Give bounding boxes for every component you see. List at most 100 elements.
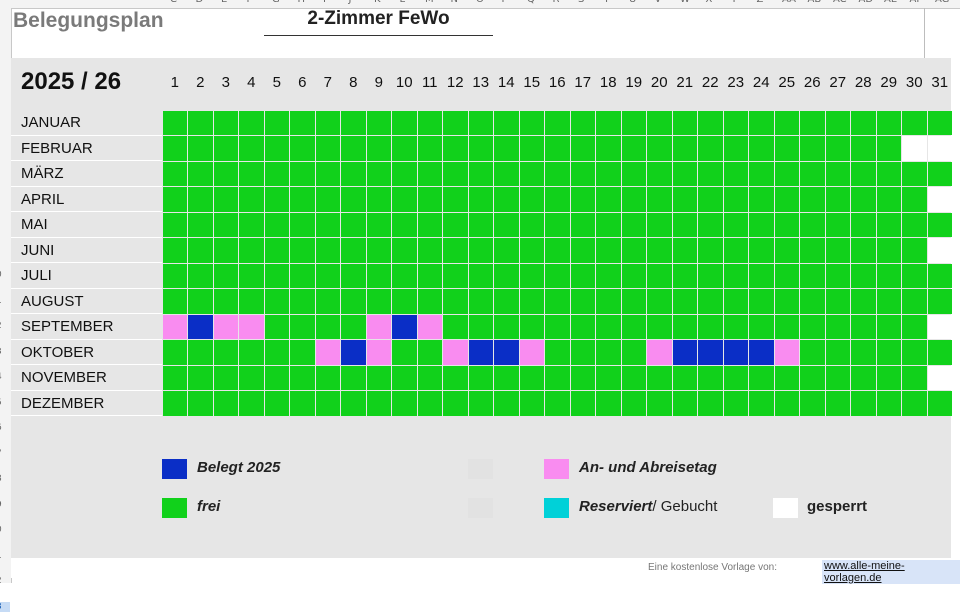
day-cell[interactable] bbox=[851, 263, 876, 288]
day-cell[interactable] bbox=[800, 212, 825, 237]
day-cell[interactable] bbox=[621, 110, 646, 135]
day-cell[interactable] bbox=[239, 314, 264, 339]
day-cell[interactable] bbox=[239, 391, 264, 416]
day-cell[interactable] bbox=[519, 391, 544, 416]
day-cell[interactable] bbox=[876, 263, 901, 288]
day-cell[interactable] bbox=[851, 110, 876, 135]
day-cell[interactable] bbox=[162, 340, 187, 365]
day-cell[interactable] bbox=[494, 263, 519, 288]
day-cell[interactable] bbox=[570, 187, 595, 212]
day-cell[interactable] bbox=[341, 263, 366, 288]
day-cell[interactable] bbox=[545, 391, 570, 416]
day-cell[interactable] bbox=[443, 136, 468, 161]
day-cell[interactable] bbox=[468, 110, 493, 135]
day-cell[interactable] bbox=[545, 365, 570, 390]
day-cell[interactable] bbox=[417, 289, 442, 314]
column-letter[interactable]: H bbox=[298, 0, 306, 5]
column-letter[interactable]: AB bbox=[808, 0, 822, 5]
day-cell[interactable] bbox=[468, 161, 493, 186]
day-cell[interactable] bbox=[774, 161, 799, 186]
day-cell[interactable] bbox=[188, 289, 213, 314]
day-cell[interactable] bbox=[188, 136, 213, 161]
day-cell[interactable] bbox=[621, 136, 646, 161]
day-cell[interactable] bbox=[596, 212, 621, 237]
day-cell[interactable] bbox=[213, 212, 238, 237]
day-cell[interactable] bbox=[825, 110, 850, 135]
day-cell[interactable] bbox=[239, 161, 264, 186]
day-cell[interactable] bbox=[213, 340, 238, 365]
day-cell[interactable] bbox=[545, 314, 570, 339]
day-cell[interactable] bbox=[213, 365, 238, 390]
day-cell[interactable] bbox=[417, 263, 442, 288]
column-letter[interactable]: W bbox=[680, 0, 690, 5]
day-cell[interactable] bbox=[468, 238, 493, 263]
day-cell[interactable] bbox=[723, 161, 748, 186]
day-cell[interactable] bbox=[341, 187, 366, 212]
day-cell[interactable] bbox=[213, 136, 238, 161]
day-cell[interactable] bbox=[698, 289, 723, 314]
day-cell[interactable] bbox=[519, 238, 544, 263]
day-cell[interactable] bbox=[239, 136, 264, 161]
day-cell[interactable] bbox=[902, 161, 927, 186]
day-cell[interactable] bbox=[239, 110, 264, 135]
day-cell[interactable] bbox=[519, 340, 544, 365]
day-cell[interactable] bbox=[825, 391, 850, 416]
day-cell[interactable] bbox=[851, 187, 876, 212]
row-number[interactable]: 8 bbox=[0, 474, 2, 484]
row-number[interactable]: 2 bbox=[0, 321, 2, 331]
day-cell[interactable] bbox=[188, 212, 213, 237]
day-cell[interactable] bbox=[443, 263, 468, 288]
day-cell[interactable] bbox=[519, 365, 544, 390]
day-cell[interactable] bbox=[494, 136, 519, 161]
column-letter[interactable]: AG bbox=[935, 0, 949, 5]
day-cell[interactable] bbox=[341, 136, 366, 161]
day-cell[interactable] bbox=[264, 314, 289, 339]
day-cell[interactable] bbox=[443, 161, 468, 186]
day-cell[interactable] bbox=[749, 289, 774, 314]
day-cell[interactable] bbox=[621, 289, 646, 314]
day-cell[interactable] bbox=[570, 314, 595, 339]
day-cell[interactable] bbox=[902, 136, 927, 161]
day-cell[interactable] bbox=[672, 314, 697, 339]
day-cell[interactable] bbox=[800, 136, 825, 161]
day-cell[interactable] bbox=[825, 340, 850, 365]
column-letter[interactable]: AA bbox=[782, 0, 796, 5]
day-cell[interactable] bbox=[596, 187, 621, 212]
day-cell[interactable] bbox=[417, 340, 442, 365]
row-number[interactable]: 1 bbox=[0, 551, 2, 561]
day-cell[interactable] bbox=[392, 314, 417, 339]
day-cell[interactable] bbox=[264, 263, 289, 288]
day-cell[interactable] bbox=[927, 391, 952, 416]
day-cell[interactable] bbox=[264, 391, 289, 416]
day-cell[interactable] bbox=[494, 340, 519, 365]
day-cell[interactable] bbox=[927, 187, 952, 212]
day-cell[interactable] bbox=[851, 314, 876, 339]
day-cell[interactable] bbox=[723, 340, 748, 365]
day-cell[interactable] bbox=[392, 161, 417, 186]
day-cell[interactable] bbox=[264, 161, 289, 186]
day-cell[interactable] bbox=[621, 314, 646, 339]
day-cell[interactable] bbox=[468, 212, 493, 237]
day-cell[interactable] bbox=[417, 238, 442, 263]
day-cell[interactable] bbox=[672, 391, 697, 416]
day-cell[interactable] bbox=[647, 314, 672, 339]
day-cell[interactable] bbox=[188, 110, 213, 135]
day-cell[interactable] bbox=[264, 289, 289, 314]
day-cell[interactable] bbox=[876, 136, 901, 161]
day-cell[interactable] bbox=[927, 161, 952, 186]
column-letter[interactable]: AD bbox=[859, 0, 874, 5]
day-cell[interactable] bbox=[341, 289, 366, 314]
day-cell[interactable] bbox=[672, 212, 697, 237]
day-cell[interactable] bbox=[290, 365, 315, 390]
day-cell[interactable] bbox=[392, 238, 417, 263]
day-cell[interactable] bbox=[341, 212, 366, 237]
day-cell[interactable] bbox=[188, 340, 213, 365]
day-cell[interactable] bbox=[494, 314, 519, 339]
day-cell[interactable] bbox=[366, 391, 391, 416]
day-cell[interactable] bbox=[749, 110, 774, 135]
column-letter[interactable]: X bbox=[706, 0, 713, 5]
column-letter[interactable]: J bbox=[349, 0, 352, 5]
day-cell[interactable] bbox=[876, 238, 901, 263]
day-cell[interactable] bbox=[749, 161, 774, 186]
day-cell[interactable] bbox=[519, 289, 544, 314]
